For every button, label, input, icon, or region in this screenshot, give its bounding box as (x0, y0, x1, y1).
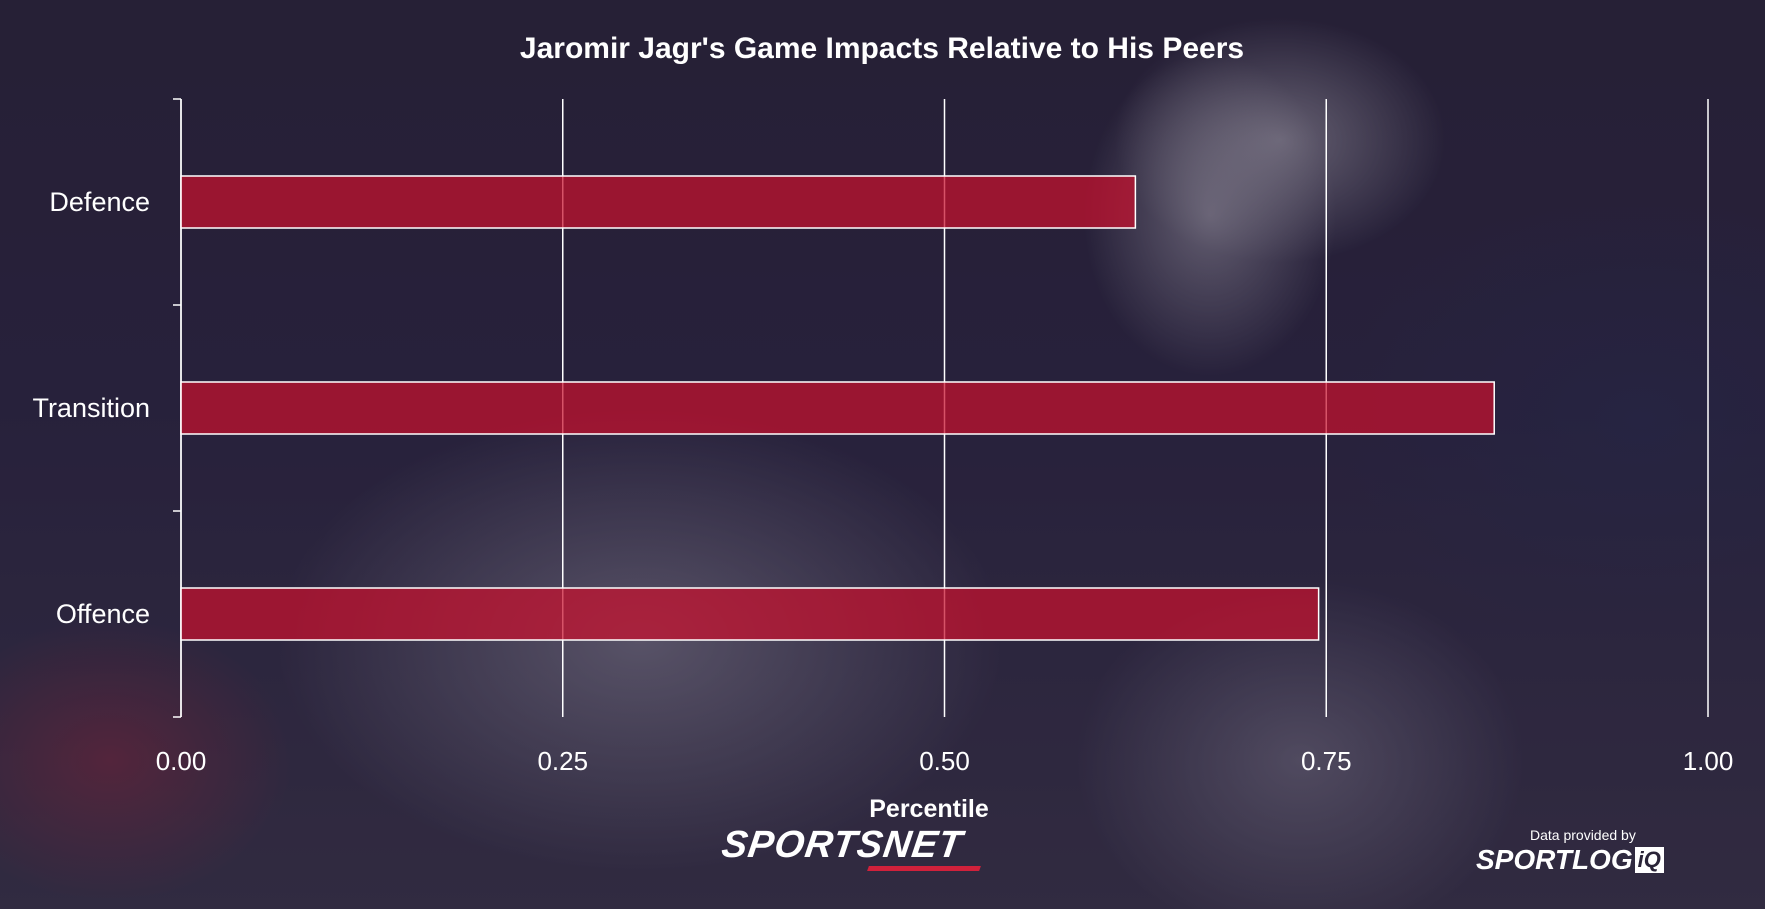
x-axis-title: Percentile (869, 795, 989, 823)
bar-defence (180, 175, 1137, 229)
sportlogiq-logo-text: SPORTLOG (1476, 844, 1633, 875)
data-credit-text: Data provided by (1530, 827, 1636, 843)
sportlogiq-logo: SPORTLOG iQ (1476, 846, 1664, 874)
bar-offence (180, 587, 1320, 641)
category-label: Offence (56, 599, 150, 629)
x-tick-label: 0.00 (156, 746, 207, 776)
tick-layer: 0.00 0.25 0.50 0.75 1.00 (156, 746, 1734, 776)
bar-transition (180, 381, 1495, 435)
category-label: Defence (49, 187, 150, 217)
chart-title: Jaromir Jagr's Game Impacts Relative to … (520, 32, 1244, 65)
x-tick-label: 1.00 (1683, 746, 1734, 776)
bar-layer (180, 175, 1495, 641)
x-tick-label: 0.75 (1301, 746, 1352, 776)
sportsnet-logo-swoosh (867, 866, 981, 871)
category-layer: Defence Transition Offence (32, 187, 150, 629)
x-tick-label: 0.50 (919, 746, 970, 776)
sportsnet-logo: SPORTSNET (719, 824, 966, 866)
sportlogiq-logo-box: iQ (1634, 846, 1664, 874)
category-label: Transition (32, 393, 150, 423)
x-tick-label: 0.25 (537, 746, 588, 776)
